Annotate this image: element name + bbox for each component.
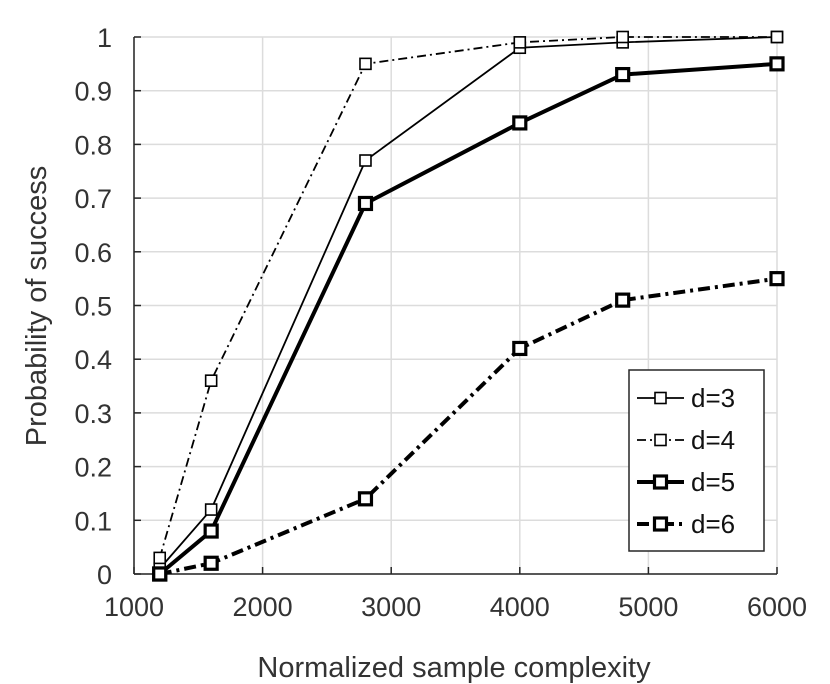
data-point-marker (357, 195, 374, 212)
y-tick-label: 0.3 (74, 399, 112, 429)
y-axis-title: Probability of success (21, 166, 53, 446)
y-tick-label: 1 (97, 23, 112, 53)
data-point-marker (359, 154, 372, 167)
x-tick-label: 2000 (233, 592, 293, 622)
y-tick-label: 0.5 (74, 292, 112, 322)
legend-marker (654, 391, 667, 405)
series-d6 (152, 271, 785, 582)
x-tick-label: 4000 (490, 592, 550, 622)
data-point-marker (204, 503, 218, 516)
y-tick-label: 0.1 (74, 506, 112, 536)
series-line (158, 61, 778, 576)
data-point-marker (203, 523, 219, 539)
data-point-marker (357, 491, 374, 507)
data-point-marker (769, 271, 785, 287)
legend-label: d=4 (691, 425, 735, 455)
y-tick-label: 0.4 (74, 345, 112, 375)
legend-label: d=6 (691, 509, 735, 539)
legend-entry: d=4 (637, 425, 735, 455)
series-d4 (153, 30, 784, 565)
tick-labels: 1000 2000 3000 4000 5000 6000 0 0.1 0.2 0.3 0.4 0.5… (74, 23, 807, 622)
data-point-marker (359, 57, 372, 71)
data-series (152, 30, 785, 582)
data-point-marker (770, 30, 784, 44)
data-point-marker (512, 340, 528, 357)
data-point-marker (615, 292, 631, 308)
legend-box (628, 369, 765, 552)
data-point-marker (153, 551, 167, 565)
x-tick-label: 6000 (747, 592, 807, 622)
axes (133, 36, 778, 575)
y-tick-label: 0.7 (74, 184, 112, 214)
legend-entry: d=3 (637, 383, 735, 413)
data-point-marker (152, 566, 168, 582)
x-axis-title: Normalized sample complexity (257, 652, 651, 684)
y-tick-label: 0.2 (74, 453, 112, 483)
legend-label: d=3 (691, 383, 735, 413)
data-point-marker (203, 555, 219, 571)
data-point-marker (513, 36, 527, 49)
data-point-marker (615, 66, 631, 83)
legend-marker (654, 433, 667, 447)
y-tick-label: 0.8 (74, 130, 112, 160)
legend-marker (652, 516, 669, 532)
series-line (158, 36, 777, 559)
x-tick-label: 1000 (104, 592, 164, 622)
x-tick-label: 5000 (618, 592, 678, 622)
data-point-marker (204, 374, 218, 387)
legend-entry: d=5 (637, 467, 735, 497)
legend-entry: d=6 (637, 509, 735, 539)
y-tick-label: 0 (97, 560, 112, 590)
x-tick-label: 3000 (361, 592, 421, 622)
data-point-marker (769, 56, 785, 72)
series-line (159, 36, 778, 570)
data-point-marker (512, 115, 528, 131)
y-tick-label: 0.9 (74, 77, 112, 107)
data-point-marker (616, 30, 629, 44)
legend-marker (652, 474, 669, 490)
series-line (159, 276, 778, 576)
legend: d=3 d=4 d=5 d=6 (628, 369, 765, 552)
y-tick-label: 0.6 (74, 238, 112, 268)
legend-label: d=5 (691, 467, 735, 497)
